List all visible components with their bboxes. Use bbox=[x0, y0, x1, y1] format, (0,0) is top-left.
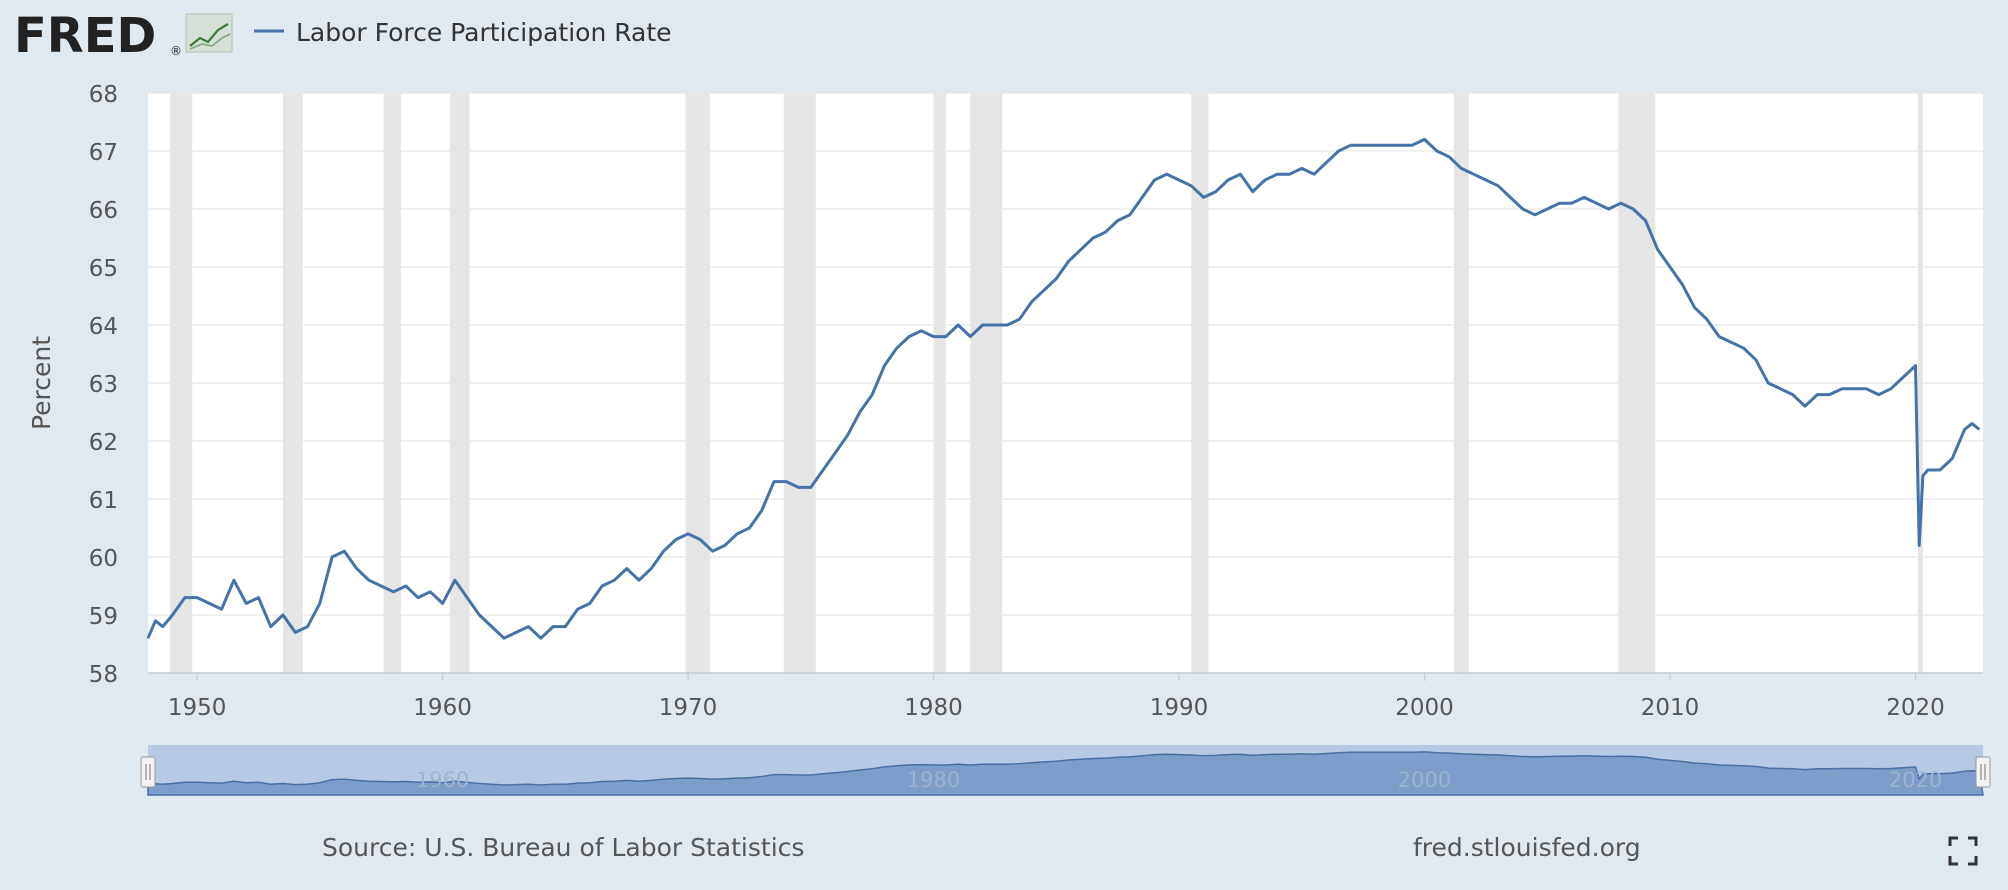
y-tick-label: 64 bbox=[89, 314, 118, 340]
fred-logo[interactable]: FRED ® bbox=[14, 8, 233, 64]
navigator-area bbox=[147, 751, 1984, 796]
y-tick-label: 66 bbox=[89, 198, 118, 224]
legend: Labor Force Participation Rate bbox=[254, 18, 672, 47]
x-tick-label: 1980 bbox=[904, 695, 963, 721]
navigator-label: 2020 bbox=[1889, 768, 1942, 792]
x-tick-label: 2010 bbox=[1641, 695, 1700, 721]
x-tick-labels: 1950 1960 1970 1980 1990 2000 2010 2020 bbox=[168, 673, 1945, 721]
navigator-labels: 1960 1980 2000 2020 bbox=[416, 768, 1942, 792]
source-text: Source: U.S. Bureau of Labor Statistics bbox=[322, 833, 805, 862]
series-layer bbox=[146, 137, 1981, 640]
legend-label: Labor Force Participation Rate bbox=[296, 18, 672, 47]
y-tick-label: 63 bbox=[89, 372, 118, 398]
x-tick-label: 1970 bbox=[659, 695, 718, 721]
navigator-label: 2000 bbox=[1398, 768, 1451, 792]
logo-registered-mark: ® bbox=[170, 44, 182, 58]
navigator[interactable]: 1960 1980 2000 2020 bbox=[140, 745, 1991, 796]
x-tick-label: 2000 bbox=[1395, 695, 1454, 721]
x-tick-label: 1960 bbox=[413, 695, 472, 721]
y-axis-label: Percent bbox=[27, 336, 56, 430]
y-tick-label: 61 bbox=[89, 488, 118, 514]
line-chart-icon bbox=[185, 13, 233, 53]
site-link[interactable]: fred.stlouisfed.org bbox=[1413, 833, 1641, 862]
navigator-series bbox=[147, 751, 1984, 796]
y-tick-label: 62 bbox=[89, 430, 118, 456]
x-tick-label: 1990 bbox=[1150, 695, 1209, 721]
x-tick-label: 1950 bbox=[168, 695, 227, 721]
series-line bbox=[146, 137, 1981, 640]
y-tick-label: 67 bbox=[89, 140, 118, 166]
y-tick-label: 59 bbox=[89, 604, 118, 630]
navigator-label: 1980 bbox=[907, 768, 960, 792]
navigator-handle-left[interactable] bbox=[140, 756, 156, 788]
navigator-handle-right[interactable] bbox=[1975, 756, 1991, 788]
y-tick-label: 60 bbox=[89, 546, 118, 572]
navigator-label: 1960 bbox=[416, 768, 469, 792]
plot-area bbox=[146, 92, 1983, 674]
x-tick-label: 2020 bbox=[1886, 695, 1945, 721]
y-tick-label: 58 bbox=[89, 662, 118, 688]
y-tick-label: 65 bbox=[89, 256, 118, 282]
y-tick-label: 68 bbox=[89, 82, 118, 108]
fullscreen-icon[interactable] bbox=[1948, 836, 1978, 866]
logo-text: FRED bbox=[14, 8, 156, 64]
y-tick-labels: 58 59 60 61 62 63 64 65 66 67 68 bbox=[89, 82, 118, 688]
